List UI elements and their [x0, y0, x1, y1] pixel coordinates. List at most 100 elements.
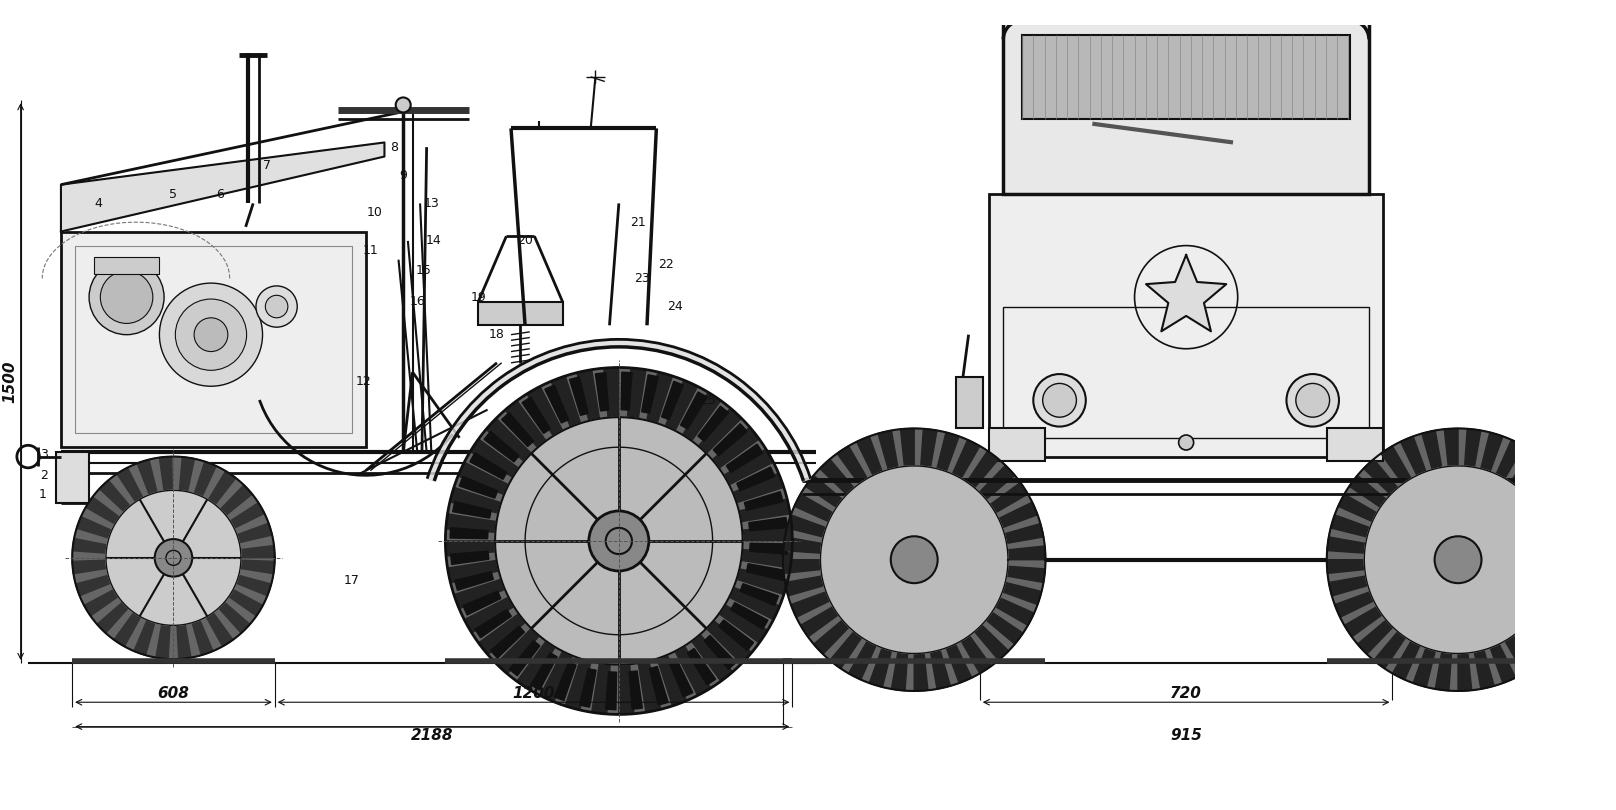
- Bar: [57, 452, 89, 504]
- Polygon shape: [1435, 652, 1451, 691]
- Polygon shape: [451, 528, 488, 539]
- Polygon shape: [1548, 523, 1587, 544]
- Polygon shape: [729, 587, 779, 620]
- Polygon shape: [750, 544, 787, 554]
- Polygon shape: [554, 663, 577, 701]
- Polygon shape: [569, 377, 588, 416]
- Polygon shape: [675, 646, 711, 696]
- Polygon shape: [658, 655, 687, 706]
- Polygon shape: [705, 635, 737, 669]
- Bar: [1327, 428, 1383, 461]
- Polygon shape: [486, 418, 532, 462]
- Polygon shape: [178, 625, 191, 659]
- Polygon shape: [737, 467, 774, 491]
- Polygon shape: [137, 459, 157, 495]
- Polygon shape: [1338, 494, 1377, 522]
- Polygon shape: [179, 457, 194, 492]
- Polygon shape: [1474, 650, 1495, 689]
- Bar: [957, 377, 983, 428]
- Polygon shape: [698, 406, 729, 441]
- Polygon shape: [208, 471, 236, 505]
- Polygon shape: [937, 433, 960, 471]
- Polygon shape: [1382, 446, 1411, 484]
- Polygon shape: [459, 476, 498, 498]
- Bar: [478, 302, 562, 326]
- Polygon shape: [995, 598, 1034, 625]
- Circle shape: [194, 318, 228, 352]
- Polygon shape: [1357, 620, 1393, 654]
- Polygon shape: [821, 466, 1008, 654]
- Polygon shape: [1464, 428, 1480, 467]
- Polygon shape: [1364, 466, 1551, 654]
- Text: 18: 18: [490, 328, 504, 341]
- Polygon shape: [621, 373, 632, 410]
- Polygon shape: [646, 372, 672, 424]
- Polygon shape: [545, 385, 569, 423]
- Polygon shape: [1007, 546, 1046, 560]
- Text: 15: 15: [415, 264, 431, 277]
- Polygon shape: [97, 602, 128, 633]
- Polygon shape: [848, 641, 876, 680]
- Polygon shape: [726, 444, 763, 472]
- Text: 1: 1: [39, 488, 47, 501]
- Polygon shape: [238, 523, 271, 543]
- Polygon shape: [1401, 437, 1425, 475]
- Polygon shape: [974, 625, 1008, 660]
- Text: 8: 8: [389, 141, 398, 154]
- Polygon shape: [869, 648, 892, 687]
- Polygon shape: [782, 428, 1046, 691]
- Polygon shape: [732, 473, 784, 503]
- Circle shape: [890, 536, 937, 583]
- Bar: [1004, 20, 1369, 194]
- Polygon shape: [999, 502, 1037, 527]
- Polygon shape: [666, 380, 698, 431]
- Text: 7: 7: [263, 160, 271, 173]
- Polygon shape: [207, 612, 233, 646]
- Polygon shape: [1524, 465, 1558, 500]
- Polygon shape: [1393, 641, 1420, 680]
- Polygon shape: [837, 446, 868, 484]
- Polygon shape: [1335, 592, 1374, 617]
- Polygon shape: [1550, 566, 1589, 582]
- Polygon shape: [527, 386, 562, 436]
- Polygon shape: [795, 494, 832, 522]
- Polygon shape: [627, 368, 646, 419]
- Polygon shape: [740, 584, 779, 606]
- Polygon shape: [785, 576, 824, 596]
- Polygon shape: [692, 634, 732, 681]
- Text: 915: 915: [1170, 728, 1202, 744]
- Polygon shape: [1445, 428, 1458, 467]
- Circle shape: [606, 528, 632, 554]
- Polygon shape: [76, 575, 112, 596]
- Polygon shape: [192, 620, 213, 655]
- Polygon shape: [966, 451, 999, 488]
- Polygon shape: [470, 439, 519, 477]
- Polygon shape: [84, 590, 118, 616]
- Text: 21: 21: [630, 215, 645, 228]
- Bar: [1004, 306, 1369, 438]
- Circle shape: [100, 271, 154, 323]
- Text: 22: 22: [658, 258, 674, 271]
- Polygon shape: [1364, 459, 1398, 495]
- Polygon shape: [446, 514, 496, 532]
- Polygon shape: [451, 552, 490, 565]
- Polygon shape: [650, 667, 667, 705]
- Polygon shape: [478, 614, 525, 654]
- Text: 14: 14: [425, 234, 441, 247]
- Circle shape: [396, 97, 410, 113]
- Circle shape: [1042, 383, 1076, 417]
- Polygon shape: [155, 625, 170, 659]
- Circle shape: [1296, 383, 1330, 417]
- Polygon shape: [494, 417, 743, 665]
- Bar: [1021, 35, 1351, 119]
- Polygon shape: [856, 437, 882, 475]
- Polygon shape: [1458, 653, 1472, 691]
- Polygon shape: [724, 449, 774, 484]
- Bar: [989, 194, 1383, 457]
- Polygon shape: [496, 629, 540, 674]
- Text: 13: 13: [423, 197, 440, 210]
- Polygon shape: [551, 376, 580, 427]
- Polygon shape: [719, 605, 768, 643]
- Circle shape: [89, 260, 165, 335]
- Polygon shape: [1547, 582, 1585, 604]
